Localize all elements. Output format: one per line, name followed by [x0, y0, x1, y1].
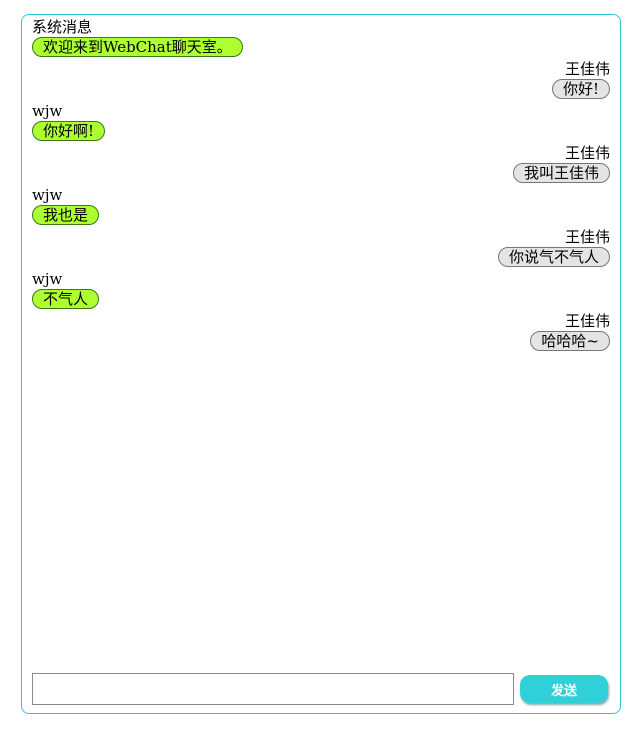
message-input[interactable]: [32, 673, 514, 705]
chat-window: 系统消息 欢迎来到WebChat聊天室。 王佳伟 你好! wjw 你好啊! 王佳伟 我叫王佳伟…: [21, 14, 621, 714]
composer: 发送: [32, 673, 612, 705]
message-sender: wjw: [32, 270, 63, 288]
message-bubble: 我也是: [32, 205, 100, 225]
message-sender: 系统消息: [32, 18, 93, 36]
message-item: 系统消息 欢迎来到WebChat聊天室。: [32, 18, 610, 60]
send-button[interactable]: 发送: [520, 675, 608, 703]
message-item: wjw 不气人: [32, 270, 610, 312]
message-item: wjw 我也是: [32, 186, 610, 228]
message-item: 王佳伟 我叫王佳伟: [32, 144, 610, 186]
message-bubble: 欢迎来到WebChat聊天室。: [32, 37, 243, 57]
message-item: 王佳伟 哈哈哈~: [32, 312, 610, 354]
message-item: 王佳伟 你好!: [32, 60, 610, 102]
message-sender: 王佳伟: [564, 312, 610, 330]
message-bubble: 哈哈哈~: [530, 331, 610, 351]
message-sender: wjw: [32, 186, 63, 204]
message-bubble: 不气人: [32, 289, 100, 309]
message-sender: wjw: [32, 102, 63, 120]
message-item: 王佳伟 你说气不气人: [32, 228, 610, 270]
message-sender: 王佳伟: [564, 228, 610, 246]
message-bubble: 我叫王佳伟: [512, 163, 610, 183]
message-bubble: 你好啊!: [32, 121, 106, 141]
message-sender: 王佳伟: [564, 60, 610, 78]
message-item: wjw 你好啊!: [32, 102, 610, 144]
message-bubble: 你说气不气人: [497, 247, 610, 267]
message-bubble: 你好!: [551, 79, 610, 99]
message-list: 系统消息 欢迎来到WebChat聊天室。 王佳伟 你好! wjw 你好啊! 王佳伟 我叫王佳伟…: [32, 18, 610, 658]
message-sender: 王佳伟: [564, 144, 610, 162]
